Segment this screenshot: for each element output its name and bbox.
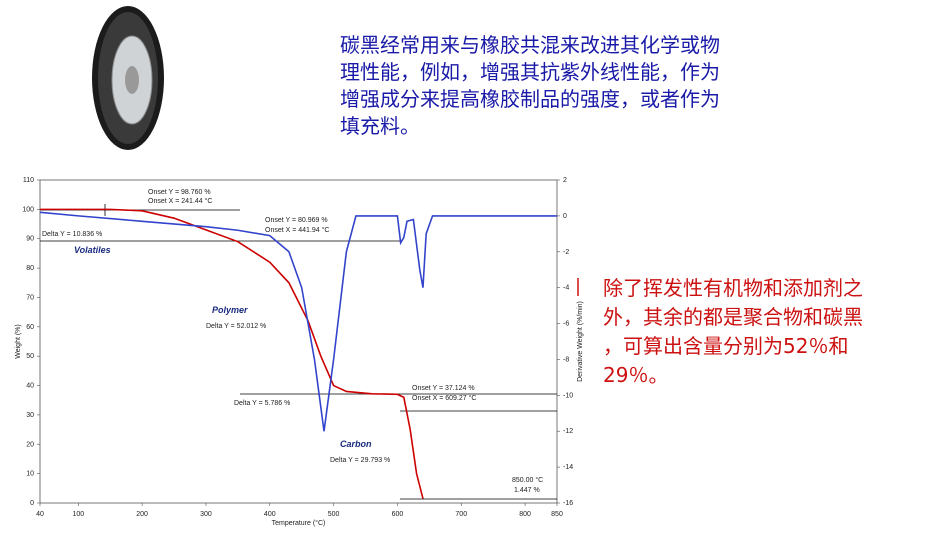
annotation: Delta Y = 29.793 % <box>330 457 390 464</box>
y2-tick-label: -4 <box>563 285 569 292</box>
annotation: 1.447 % <box>514 487 540 494</box>
y2-tick-label: -6 <box>563 321 569 328</box>
y-tick-label: 50 <box>26 353 34 360</box>
y2-tick-label: -12 <box>563 428 573 435</box>
top-line: 增强成分来提高橡胶制品的强度，或者作为 <box>340 87 720 111</box>
y-tick-label: 60 <box>26 324 34 331</box>
annotation: 850.00 °C <box>512 476 543 484</box>
x-tick-label: 600 <box>392 511 404 518</box>
y2-tick-label: -14 <box>563 464 573 471</box>
x-tick-label: 400 <box>264 511 276 518</box>
y2-tick-label: -10 <box>563 392 573 399</box>
side-line: ，可算出含量分别为52％和 <box>603 334 848 358</box>
y2-tick-label: -8 <box>563 356 569 363</box>
top-text: 碳黑经常用来与橡胶共混来改进其化学或物理性能，例如，增强其抗紫外线性能，作为增强… <box>340 33 720 138</box>
x-tick-label: 100 <box>72 511 84 518</box>
x-tick-label: 500 <box>328 511 340 518</box>
y-tick-label: 10 <box>26 471 34 478</box>
y2-tick-label: 2 <box>563 177 567 184</box>
y-tick-label: 90 <box>26 236 34 243</box>
annotation: Onset Y = 37.124 % <box>412 385 475 392</box>
y2-tick-label: 0 <box>563 213 567 220</box>
side-line: 29％。 <box>603 363 668 387</box>
annotation: Onset Y = 80.969 % <box>265 217 328 224</box>
side-line: 外，其余的都是聚合物和碳黑 <box>603 305 863 329</box>
y2-axis-label: Derivative Weight (%/min) <box>577 301 584 382</box>
y-tick-label: 40 <box>26 383 34 390</box>
x-tick-label: 800 <box>519 511 531 518</box>
y-tick-label: 100 <box>22 206 34 213</box>
y-tick-label: 30 <box>26 412 34 419</box>
annotation: Onset X = 241.44 °C <box>148 197 212 205</box>
y2-tick-label: -2 <box>563 249 569 256</box>
x-tick-label: 850 <box>551 511 563 518</box>
reference-lines <box>40 204 557 500</box>
y-tick-label: 80 <box>26 265 34 272</box>
y-tick-label: 0 <box>30 500 34 507</box>
side-line: 除了挥发性有机物和添加剂之 <box>603 276 863 300</box>
annotation: Onset X = 609.27 °C <box>412 394 476 402</box>
y-tick-label: 20 <box>26 441 34 448</box>
x-tick-label: 200 <box>136 511 148 518</box>
y-tick-label: 110 <box>23 177 34 184</box>
y2-tick-label: -16 <box>563 500 573 507</box>
y-axis-label: Weight (%) <box>15 324 22 359</box>
annotation: Delta Y = 5.786 % <box>234 400 290 407</box>
tire-image <box>92 6 164 150</box>
x-axis-label: Temperature (°C) <box>272 519 326 527</box>
x-tick-label: 40 <box>36 511 44 518</box>
plot-frame <box>39 179 558 504</box>
annotation: Polymer <box>212 305 248 315</box>
annotation: Onset Y = 98.760 % <box>148 189 211 196</box>
x-tick-label: 700 <box>455 511 467 518</box>
annotation: Carbon <box>340 439 372 449</box>
top-line: 填充料。 <box>340 114 420 138</box>
top-line: 碳黑经常用来与橡胶共混来改进其化学或物 <box>340 33 720 57</box>
annotation: Delta Y = 52.012 % <box>206 323 266 330</box>
annotation: Onset X = 441.94 °C <box>265 226 329 234</box>
data-line <box>39 211 557 432</box>
x-tick-label: 300 <box>200 511 212 518</box>
annotation: Delta Y = 10.836 % <box>42 231 102 238</box>
annotation: Volatiles <box>74 245 111 255</box>
top-line: 理性能，例如，增强其抗紫外线性能，作为 <box>340 60 720 84</box>
y-tick-label: 70 <box>26 294 34 301</box>
